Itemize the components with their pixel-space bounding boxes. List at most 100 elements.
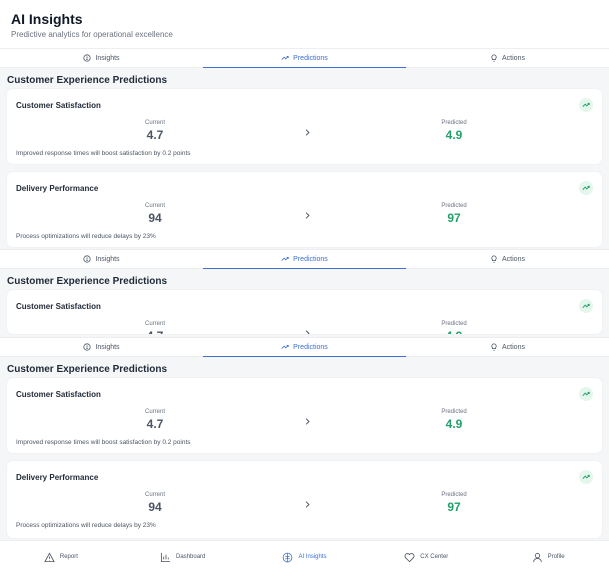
predicted-value: 97 [447, 500, 461, 514]
card-title: Delivery Performance [16, 184, 99, 193]
card-description: Improved response times will boost satis… [16, 150, 191, 157]
bulb-icon [491, 54, 497, 62]
chevron-right-icon [305, 330, 310, 334]
trending-up-icon [579, 299, 593, 313]
current-value: 94 [148, 211, 162, 225]
trending-up-icon [281, 345, 289, 349]
nav-cx-center[interactable]: CX Center [365, 541, 487, 573]
current-label: Current [144, 409, 165, 415]
current-value: 94 [148, 500, 162, 514]
section-title: Customer Experience Predictions [7, 364, 168, 375]
predicted-label: Predicted [441, 492, 467, 498]
bulb-icon [491, 255, 497, 263]
trending-up-icon [579, 470, 593, 484]
prediction-card-satisfaction: Customer Satisfaction Current 4.7 Predic… [7, 89, 602, 164]
card-title: Delivery Performance [16, 473, 99, 482]
bottom-nav: Report Dashboard AI Insights CX Center P… [0, 540, 609, 573]
chevron-right-icon [305, 129, 310, 136]
page-header: AI Insights Predictive analytics for ope… [0, 0, 609, 48]
tab-label: Actions [502, 255, 525, 263]
tab-label: Predictions [293, 343, 328, 351]
bar-chart-icon [160, 552, 171, 562]
tab-label: Insights [95, 54, 120, 62]
current-value-group: Current 94 [125, 492, 185, 514]
brain-icon [283, 552, 293, 562]
nav-profile[interactable]: Profile [487, 541, 609, 573]
tab-bar: Insights Predictions Actions [0, 337, 609, 357]
predicted-value: 4.9 [445, 128, 463, 142]
predicted-value-group: Predicted 97 [424, 203, 484, 225]
card-description: Process optimizations will reduce delays… [16, 233, 156, 240]
chevron-right-icon [305, 501, 310, 508]
chevron-right-icon [305, 212, 310, 219]
predicted-label: Predicted [441, 203, 467, 209]
card-title: Customer Satisfaction [16, 302, 101, 311]
heart-icon [404, 552, 415, 562]
current-label: Current [144, 321, 165, 327]
prediction-card-satisfaction: Customer Satisfaction Current 4.7 Predic… [7, 378, 602, 453]
bulb-icon [491, 343, 497, 351]
predicted-value: 4.9 [445, 417, 463, 431]
trending-up-icon [579, 181, 593, 195]
tab-insights[interactable]: Insights [0, 49, 203, 67]
tab-predictions[interactable]: Predictions [203, 250, 406, 269]
trending-up-icon [281, 257, 289, 261]
tab-label: Insights [95, 343, 120, 351]
user-icon [532, 552, 542, 562]
predicted-value-group: Predicted 4.9 [424, 120, 484, 142]
tab-bar: Insights Predictions Actions [0, 249, 609, 269]
current-value: 4.7 [125, 329, 185, 334]
predicted-value: 4.9 [424, 329, 484, 334]
lightbulb-circle-icon [83, 343, 92, 351]
current-value: 4.7 [146, 417, 164, 431]
predicted-value: 97 [447, 211, 461, 225]
card-description: Improved response times will boost satis… [16, 439, 191, 446]
nav-label: Report [59, 554, 78, 560]
current-value-group: Current 4.7 [125, 321, 185, 334]
tab-label: Insights [95, 255, 120, 263]
nav-label: CX Center [420, 554, 449, 560]
current-label: Current [144, 120, 165, 126]
tab-predictions[interactable]: Predictions [203, 49, 406, 68]
predicted-value-group: Predicted 4.9 [424, 321, 484, 334]
current-value-group: Current 4.7 [125, 409, 185, 431]
nav-dashboard[interactable]: Dashboard [122, 541, 244, 573]
lightbulb-circle-icon [83, 54, 92, 62]
predicted-label: Predicted [441, 120, 467, 126]
tab-insights[interactable]: Insights [0, 250, 203, 268]
chevron-right-icon [305, 418, 310, 425]
nav-report[interactable]: Report [0, 541, 122, 573]
warning-triangle-icon [44, 552, 55, 562]
tab-bar: Insights Predictions Actions [0, 48, 609, 68]
trending-up-icon [579, 387, 593, 401]
prediction-card-satisfaction: Customer Satisfaction Current 4.7 Predic… [7, 290, 602, 334]
tab-label: Actions [502, 54, 525, 62]
predicted-value-group: Predicted 97 [424, 492, 484, 514]
page-subtitle: Predictive analytics for operational exc… [11, 30, 173, 39]
trending-up-icon [281, 56, 289, 60]
predicted-label: Predicted [441, 409, 467, 415]
nav-ai-insights[interactable]: AI Insights [244, 541, 366, 573]
current-label: Current [144, 492, 165, 498]
tab-predictions[interactable]: Predictions [203, 338, 406, 357]
current-label: Current [144, 203, 165, 209]
card-title: Customer Satisfaction [16, 390, 101, 399]
current-value-group: Current 94 [125, 203, 185, 225]
tab-label: Predictions [293, 255, 328, 263]
section-title: Customer Experience Predictions [7, 276, 168, 287]
tab-insights[interactable]: Insights [0, 338, 203, 356]
card-description: Process optimizations will reduce delays… [16, 522, 156, 529]
page-title: AI Insights [11, 11, 83, 27]
predicted-label: Predicted [441, 321, 467, 327]
prediction-card-delivery: Delivery Performance Current 94 Predicte… [7, 172, 602, 247]
tab-actions[interactable]: Actions [406, 49, 609, 67]
prediction-card-delivery: Delivery Performance Current 94 Predicte… [7, 461, 602, 538]
current-value: 4.7 [146, 128, 164, 142]
current-value-group: Current 4.7 [125, 120, 185, 142]
nav-label: Dashboard [176, 554, 206, 560]
lightbulb-circle-icon [83, 255, 92, 263]
trending-up-icon [579, 98, 593, 112]
tab-actions[interactable]: Actions [406, 250, 609, 268]
tab-actions[interactable]: Actions [406, 338, 609, 356]
nav-label: AI Insights [298, 554, 327, 560]
